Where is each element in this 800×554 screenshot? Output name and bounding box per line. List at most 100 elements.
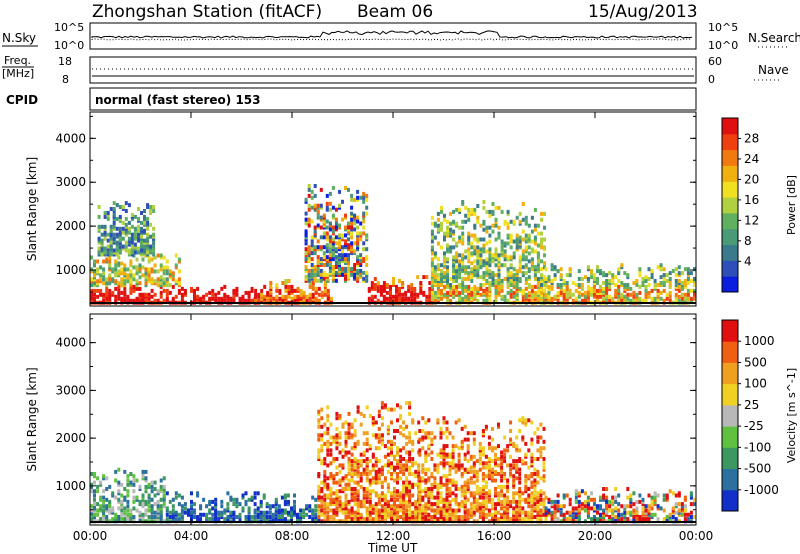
data-cell bbox=[140, 220, 143, 225]
data-cell bbox=[377, 474, 381, 479]
data-cell bbox=[452, 275, 456, 280]
data-cell bbox=[211, 292, 215, 297]
data-cell bbox=[623, 510, 627, 515]
data-cell bbox=[356, 255, 360, 260]
data-cell bbox=[539, 508, 543, 513]
y-tick-label: 3000 bbox=[55, 175, 86, 189]
data-cell bbox=[317, 437, 321, 442]
data-cell bbox=[390, 497, 393, 502]
data-cell bbox=[521, 517, 525, 522]
data-cell bbox=[491, 469, 494, 474]
data-cell bbox=[629, 510, 633, 515]
colorbar-tick-label: 25 bbox=[744, 398, 759, 412]
data-cell bbox=[93, 506, 96, 511]
data-cell bbox=[331, 213, 335, 218]
data-cell bbox=[536, 263, 540, 268]
data-cell bbox=[332, 480, 336, 485]
data-cell bbox=[146, 216, 150, 221]
data-cell bbox=[524, 420, 528, 425]
data-cell bbox=[536, 497, 540, 502]
data-cell bbox=[439, 484, 443, 489]
data-cell bbox=[138, 499, 142, 504]
data-cell bbox=[344, 452, 348, 457]
data-cell bbox=[571, 281, 575, 285]
data-cell bbox=[347, 225, 350, 230]
data-cell bbox=[476, 237, 480, 242]
data-cell bbox=[344, 493, 348, 498]
data-cell bbox=[442, 502, 446, 507]
data-cell bbox=[380, 472, 384, 476]
data-cell bbox=[329, 448, 333, 453]
data-cell bbox=[494, 512, 497, 517]
data-cell bbox=[443, 284, 446, 289]
data-cell bbox=[506, 241, 510, 246]
data-cell bbox=[500, 284, 504, 289]
data-cell bbox=[356, 469, 360, 474]
data-cell bbox=[265, 502, 269, 507]
data-cell bbox=[350, 433, 354, 438]
x-tick-label: 00:00 bbox=[679, 529, 714, 543]
data-cell bbox=[156, 517, 160, 522]
data-cell bbox=[244, 290, 248, 295]
data-cell bbox=[461, 283, 465, 287]
data-cell bbox=[457, 517, 461, 522]
data-cell bbox=[449, 290, 453, 295]
data-cell bbox=[344, 186, 347, 190]
data-cell bbox=[527, 512, 531, 517]
data-cell bbox=[123, 286, 127, 291]
data-cell bbox=[396, 452, 399, 457]
data-cell bbox=[371, 433, 375, 438]
data-cell bbox=[331, 225, 335, 230]
data-cell bbox=[463, 467, 467, 472]
data-cell bbox=[527, 493, 531, 498]
data-cell bbox=[130, 232, 134, 237]
data-cell bbox=[509, 255, 513, 260]
data-cell bbox=[147, 484, 151, 489]
data-cell bbox=[193, 515, 196, 519]
data-cell bbox=[275, 298, 279, 303]
data-cell bbox=[605, 288, 609, 293]
data-cell bbox=[408, 465, 412, 470]
data-cell bbox=[458, 235, 462, 240]
data-cell bbox=[304, 274, 308, 279]
data-cell bbox=[641, 517, 645, 522]
data-cell bbox=[586, 497, 590, 502]
data-cell bbox=[596, 281, 599, 285]
data-cell bbox=[472, 480, 476, 485]
data-cell bbox=[509, 245, 513, 250]
data-cell bbox=[328, 227, 332, 232]
data-cell bbox=[475, 459, 479, 464]
data-cell bbox=[350, 489, 354, 494]
data-cell bbox=[491, 478, 494, 483]
data-cell bbox=[380, 422, 384, 427]
data-cell bbox=[506, 478, 510, 483]
data-cell bbox=[371, 489, 375, 494]
data-cell bbox=[229, 296, 233, 301]
data-cell bbox=[668, 294, 672, 299]
colorbar-swatch bbox=[722, 197, 738, 214]
data-cell bbox=[374, 480, 378, 485]
data-cell bbox=[442, 463, 446, 468]
data-cell bbox=[577, 290, 581, 295]
data-cell bbox=[287, 493, 290, 498]
data-cell bbox=[467, 284, 471, 289]
data-cell bbox=[491, 504, 494, 509]
data-cell bbox=[446, 247, 449, 252]
data-cell bbox=[365, 476, 369, 481]
data-cell bbox=[320, 448, 324, 453]
data-cell bbox=[485, 229, 489, 234]
data-cell bbox=[143, 244, 146, 249]
data-cell bbox=[380, 435, 384, 440]
data-cell bbox=[641, 499, 645, 504]
data-cell bbox=[93, 269, 96, 274]
data-cell bbox=[461, 286, 465, 291]
data-cell bbox=[487, 493, 491, 498]
data-cell bbox=[334, 265, 338, 269]
data-cell bbox=[331, 265, 335, 269]
data-cell bbox=[503, 459, 507, 464]
colorbar-tick-label: 4 bbox=[744, 254, 752, 268]
data-cell bbox=[380, 401, 384, 406]
data-cell bbox=[527, 487, 531, 491]
data-cell bbox=[338, 261, 341, 265]
data-cell bbox=[147, 267, 151, 272]
